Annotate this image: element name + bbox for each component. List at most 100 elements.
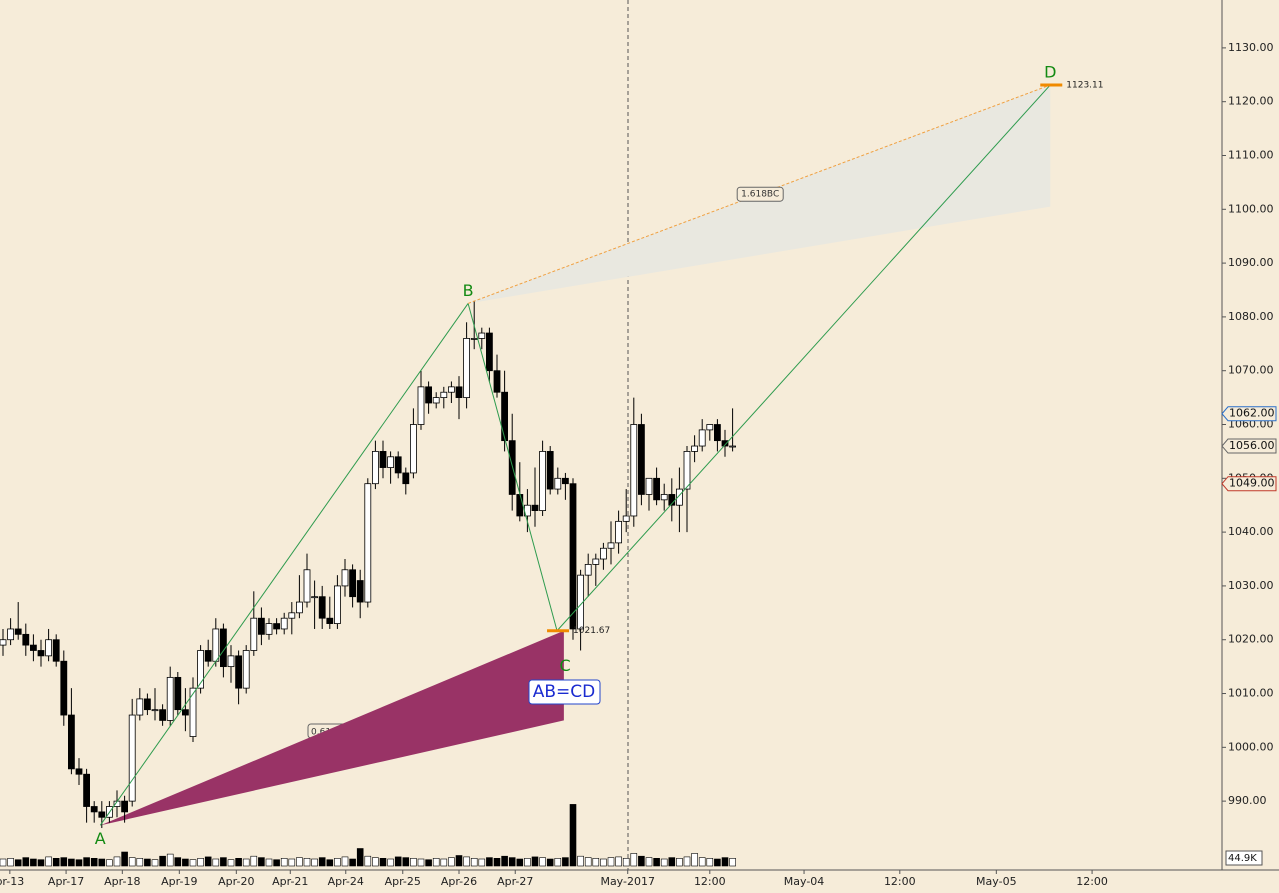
- volume-bar: [486, 857, 493, 867]
- volume-bar: [235, 857, 242, 867]
- volume-bar: [417, 858, 425, 867]
- volume-bar: [151, 859, 159, 867]
- volume-bar: [554, 857, 562, 867]
- volume-bar: [546, 858, 554, 867]
- candle-body: [721, 440, 729, 447]
- pattern-point-label: B: [463, 281, 474, 300]
- volume-bar: [144, 858, 151, 867]
- candle-body: [493, 370, 501, 393]
- volume-bar: [524, 857, 531, 867]
- volume-bar: [75, 859, 83, 867]
- bd-ratio-label: 1.618BC: [741, 190, 779, 200]
- candle-body: [181, 709, 189, 716]
- x-tick-label: Apr-24: [328, 875, 364, 888]
- volume-bar: [174, 857, 182, 867]
- volume-bar: [356, 848, 364, 867]
- volume-bar: [638, 855, 645, 867]
- candle-body: [356, 580, 364, 603]
- volume-bar: [14, 859, 22, 867]
- volume-bar: [562, 857, 569, 867]
- pattern-leg: [556, 84, 1051, 632]
- y-tick-label: 1010.00: [1228, 687, 1274, 700]
- candle-body: [569, 483, 577, 630]
- x-tick-label: Apr-20: [218, 875, 254, 888]
- x-tick-label: 12:00: [884, 875, 916, 888]
- candle-body: [151, 709, 159, 712]
- volume-bar: [349, 858, 356, 867]
- pattern-name-box: [528, 679, 601, 705]
- volume-label-box: [1225, 850, 1263, 866]
- y-tick-label: 1110.00: [1228, 148, 1274, 161]
- candle-body: [273, 623, 281, 630]
- candle-body: [714, 424, 721, 442]
- candle-body: [729, 445, 736, 448]
- pattern-name: AB=CD: [533, 682, 596, 702]
- volume-bar: [296, 857, 303, 867]
- volume-bar: [387, 858, 394, 867]
- x-tick-label: May-04: [784, 875, 825, 888]
- volume-bar: [288, 858, 296, 867]
- volume-bar: [425, 859, 432, 867]
- candle-body: [592, 558, 600, 565]
- price-marker: [1221, 438, 1277, 454]
- pattern-point-label: A: [95, 829, 106, 848]
- volume-bar: [22, 857, 30, 867]
- volume-bar: [30, 858, 37, 867]
- volume-bar: [683, 856, 691, 867]
- candle-body: [562, 477, 569, 485]
- candle-body: [318, 596, 326, 619]
- candle-body: [455, 386, 463, 399]
- y-tick-label: 1020.00: [1228, 633, 1274, 646]
- price-marker: [1221, 476, 1277, 492]
- volume-bar: [220, 857, 227, 867]
- pattern-leg: [467, 303, 558, 631]
- candle-body: [189, 687, 197, 737]
- candle-body: [333, 585, 341, 624]
- volume-bar: [128, 857, 136, 867]
- candle-body: [37, 650, 45, 657]
- candle-body: [303, 569, 311, 603]
- candle-body: [440, 391, 448, 399]
- price-marker-label: 1049.00: [1229, 477, 1275, 490]
- candle-body: [463, 338, 471, 399]
- volume-bar: [630, 853, 638, 867]
- candle-body: [638, 424, 645, 495]
- candle-body: [204, 650, 212, 662]
- candle-body: [45, 639, 52, 657]
- volume-bar: [189, 859, 197, 867]
- candle-body: [432, 397, 440, 404]
- x-tick-label: Apr-18: [104, 875, 140, 888]
- candle-body: [600, 547, 607, 560]
- candle-body: [250, 617, 258, 651]
- pattern-point-label: D: [1044, 62, 1056, 81]
- volume-bar: [607, 857, 615, 867]
- y-tick-label: 1070.00: [1228, 364, 1274, 377]
- candle-body: [197, 650, 205, 689]
- volume-bar: [242, 858, 250, 867]
- candle-body: [265, 623, 273, 635]
- y-tick-label: 1090.00: [1228, 256, 1274, 269]
- volume-bar: [501, 855, 508, 867]
- volume-bar: [326, 859, 334, 867]
- volume-bar: [539, 857, 546, 867]
- candle-body: [14, 628, 22, 635]
- y-tick-label: 1120.00: [1228, 95, 1274, 108]
- volume-bar: [714, 858, 721, 867]
- plot: 990.00 1000.00 1010.00 1020.00 1030.00 1040.0…: [0, 41, 1277, 888]
- volume-bar: [159, 855, 166, 867]
- y-tick-label: 1030.00: [1228, 579, 1274, 592]
- volume-bar: [592, 857, 600, 867]
- candle-body: [645, 477, 653, 495]
- candle-body: [174, 676, 182, 711]
- candle-body: [219, 628, 227, 668]
- candle-body: [75, 768, 83, 775]
- volume-bar: [311, 858, 318, 867]
- y-tick-label: 1130.00: [1228, 41, 1274, 54]
- volume-bar: [622, 857, 630, 867]
- volume-bar: [227, 859, 235, 867]
- candle-body: [136, 698, 144, 716]
- candle-body: [22, 633, 30, 646]
- volume-bar: [265, 858, 273, 867]
- candle-body: [516, 494, 524, 517]
- candle-body: [660, 494, 668, 501]
